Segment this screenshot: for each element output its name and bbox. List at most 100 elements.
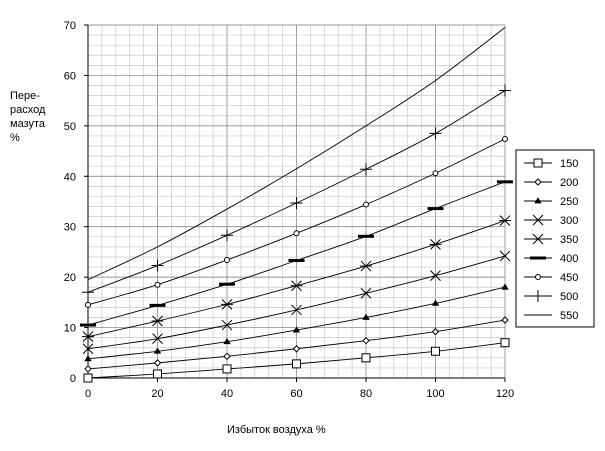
- x-axis-label: Избыток воздуха %: [227, 424, 326, 436]
- data-point-diamond: [534, 178, 542, 186]
- data-point-x: [499, 250, 511, 262]
- data-point-triangle: [223, 337, 231, 345]
- series-400: [80, 180, 513, 327]
- data-point-circle: [535, 274, 541, 280]
- y-tick-label: 60: [64, 70, 76, 82]
- data-point-triangle: [153, 347, 162, 354]
- data-point-plus: [151, 259, 164, 272]
- data-point-circle: [293, 230, 300, 237]
- data-point-x: [152, 333, 163, 345]
- legend-item: 450: [524, 272, 578, 284]
- x-tick-label: 40: [221, 388, 233, 400]
- data-point-triangle: [501, 283, 509, 290]
- data-point-plus: [221, 229, 233, 242]
- y-tick-label: 10: [64, 323, 76, 335]
- legend-box: [515, 149, 595, 328]
- data-point-diamond: [362, 336, 370, 345]
- x-tick-label: 0: [85, 388, 91, 400]
- legend-item: 250: [524, 196, 578, 208]
- y-tick-label: 30: [64, 222, 76, 234]
- axes: 0 10 20 30 40 50 60 70 0 20 40 60 80 100 120: [64, 20, 514, 400]
- series-250: [84, 283, 509, 362]
- data-point-star: [532, 233, 544, 245]
- y-tick-label: 50: [64, 121, 76, 133]
- legend-label: 400: [560, 253, 578, 265]
- data-point-square: [83, 373, 93, 383]
- data-point-circle: [502, 135, 508, 142]
- data-point-circle: [224, 256, 230, 263]
- data-point-triangle: [362, 313, 370, 320]
- y-tick-label: 70: [64, 20, 76, 32]
- data-point-circle: [363, 201, 369, 208]
- data-point-star: [151, 315, 164, 327]
- series-150: [83, 338, 510, 383]
- data-point-x: [360, 287, 372, 299]
- data-point-x: [221, 319, 233, 331]
- series-group: [80, 27, 513, 383]
- series-500: [82, 84, 511, 299]
- x-tick-label: 120: [496, 388, 514, 400]
- legend-label: 200: [560, 177, 578, 189]
- data-point-square: [431, 346, 440, 356]
- data-point-triangle: [292, 326, 301, 333]
- x-tick-label: 100: [426, 388, 444, 400]
- legend-item: 500: [524, 290, 578, 303]
- y-axis-label-line: Пере-: [10, 90, 40, 102]
- data-point-plus: [360, 163, 372, 176]
- data-point-circle: [85, 301, 91, 308]
- legend-label: 300: [560, 215, 578, 227]
- legend-item: 200: [524, 177, 578, 189]
- data-point-plus: [82, 286, 94, 299]
- data-point-star: [221, 299, 233, 310]
- data-point-triangle: [431, 299, 440, 306]
- data-point-x: [291, 304, 302, 316]
- y-tick-label: 20: [64, 272, 76, 284]
- data-point-circle: [154, 281, 161, 288]
- data-point-triangle: [534, 197, 542, 204]
- data-point-plus: [429, 127, 442, 140]
- legend-label: 550: [560, 310, 578, 322]
- data-point-square: [533, 158, 543, 168]
- data-point-square: [153, 369, 162, 379]
- legend-item: 400: [524, 253, 578, 265]
- y-axis-label-line: %: [10, 132, 20, 144]
- data-point-x: [82, 343, 94, 355]
- data-point-x: [430, 270, 441, 281]
- x-tick-label: 80: [360, 388, 372, 400]
- series-350: [82, 215, 511, 343]
- data-point-square: [361, 353, 371, 363]
- legend-label: 150: [560, 158, 578, 170]
- data-point-square: [222, 364, 232, 374]
- data-point-diamond: [431, 327, 440, 336]
- data-point-square: [500, 338, 510, 348]
- x-tick-label: 60: [290, 388, 302, 400]
- y-axis-label-line: расход: [10, 104, 46, 116]
- series-450: [85, 135, 508, 308]
- legend-label: 450: [560, 272, 578, 284]
- data-point-diamond: [292, 345, 301, 353]
- data-point-triangle: [84, 355, 92, 362]
- legend-label: 350: [560, 234, 578, 246]
- data-point-star: [429, 239, 442, 250]
- y-tick-label: 0: [70, 373, 76, 385]
- y-axis-label-line: мазута: [10, 118, 46, 130]
- data-point-plus: [290, 197, 303, 210]
- data-point-square: [292, 359, 301, 369]
- data-point-diamond: [84, 365, 92, 373]
- data-point-diamond: [153, 359, 162, 367]
- data-point-star: [499, 215, 511, 227]
- legend-item: 550: [524, 310, 578, 322]
- data-point-plus: [499, 84, 511, 97]
- data-point-circle: [432, 170, 439, 177]
- legend: 150 200 250 300 350 400 450 500 550: [515, 149, 595, 328]
- legend-item: 350: [524, 233, 578, 246]
- series-200: [84, 316, 509, 373]
- data-point-plus: [532, 290, 544, 302]
- series-300: [82, 250, 511, 355]
- data-point-star: [82, 331, 94, 343]
- series-line: [87, 27, 506, 281]
- legend-label: 500: [560, 291, 578, 303]
- data-point-x: [532, 214, 544, 226]
- data-point-star: [290, 280, 303, 292]
